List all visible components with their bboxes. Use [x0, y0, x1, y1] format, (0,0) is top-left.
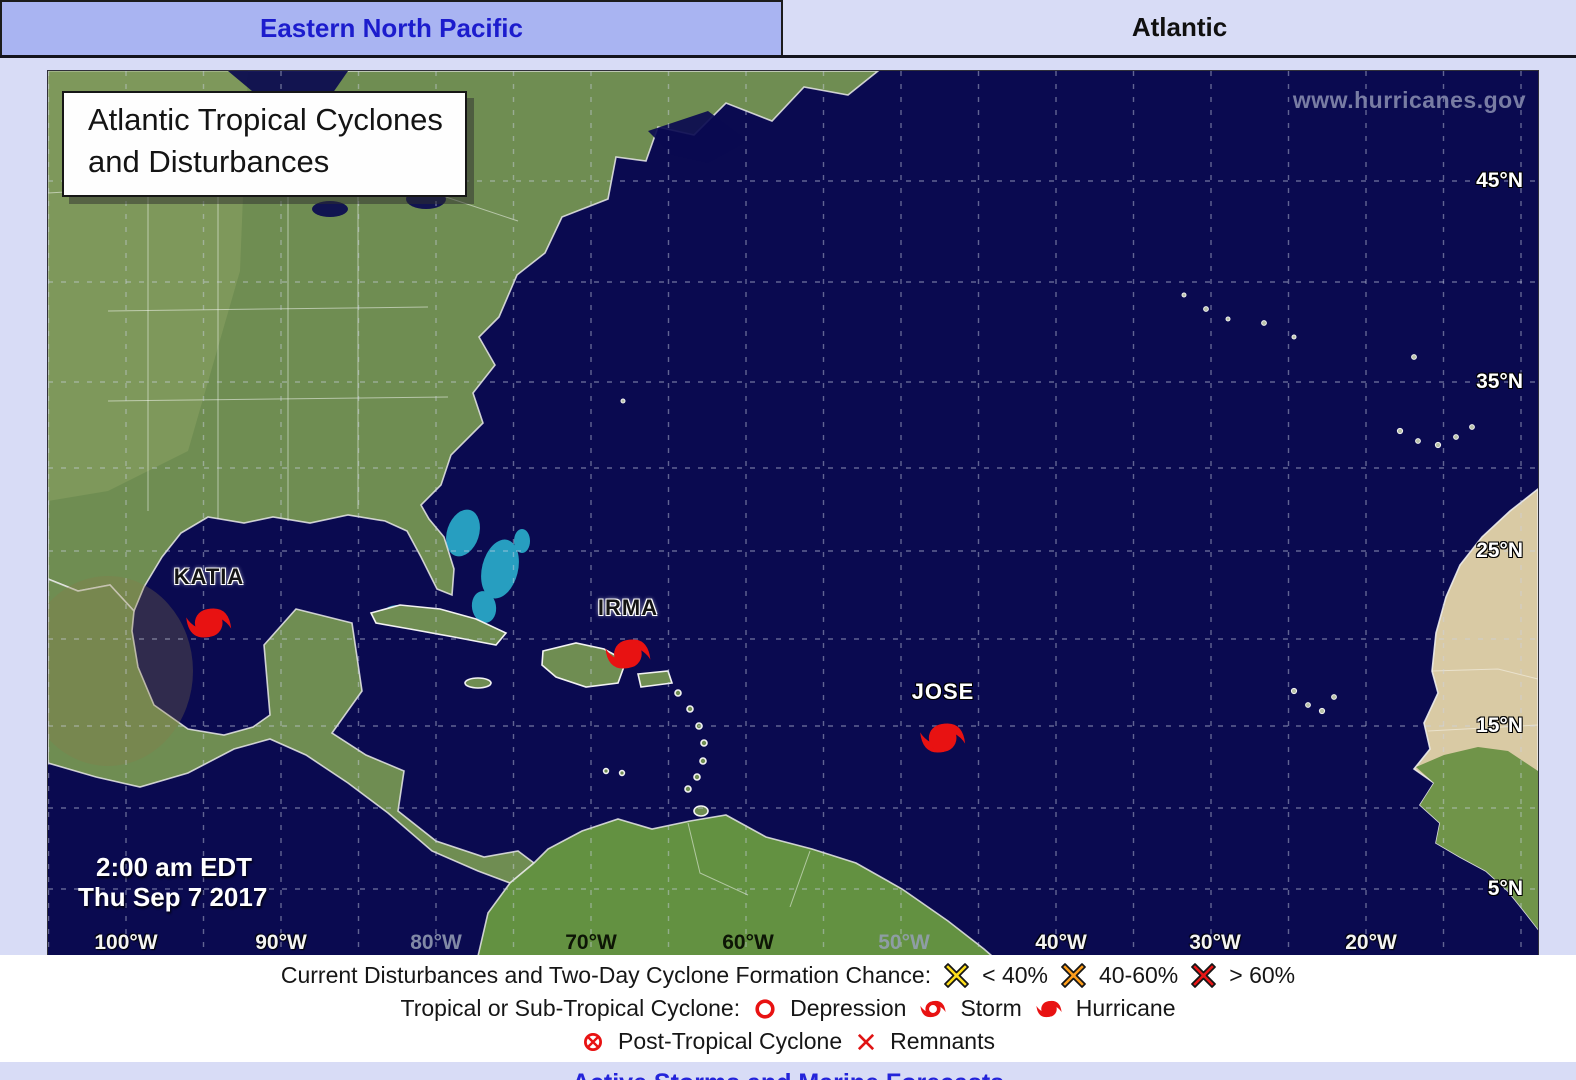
- map-title: Atlantic Tropical Cyclones and Disturban…: [62, 91, 467, 197]
- footer-bar: Active Storms and Marine Forecasts: [0, 1062, 1576, 1080]
- lon-label-20w: 20°W: [1345, 931, 1397, 954]
- basin-tabbar: Eastern North Pacific Atlantic: [0, 0, 1576, 58]
- depression-icon: [753, 997, 777, 1021]
- hurricane-label: Hurricane: [1075, 995, 1176, 1021]
- formation-med-label: 40-60%: [1098, 962, 1179, 988]
- hurricane-icon: [605, 639, 651, 669]
- timestamp-time: 2:00 am EDT: [96, 852, 253, 882]
- timestamp-date: Thu Sep 7 2017: [78, 882, 268, 912]
- hurricane-icon: [186, 608, 232, 638]
- storm-marker-jose[interactable]: JOSE: [912, 679, 975, 768]
- lat-label-15n: 15°N: [1476, 714, 1523, 737]
- tab-atlantic[interactable]: Atlantic: [1131, 12, 1228, 42]
- storm-marker-katia[interactable]: KATIA: [174, 564, 245, 653]
- storm-name-katia: KATIA: [173, 564, 245, 589]
- basemap-graphic: [48, 71, 1538, 956]
- tropical-outlook-map[interactable]: Atlantic Tropical Cyclones and Disturban…: [47, 70, 1539, 957]
- formation-high-label: > 60%: [1229, 962, 1296, 988]
- formation-title: Current Disturbances and Two-Day Cyclone…: [280, 962, 932, 988]
- map-legend: Current Disturbances and Two-Day Cyclone…: [0, 955, 1576, 1062]
- map-title-line2: and Disturbances: [88, 144, 330, 179]
- lon-label-90w: 90°W: [255, 931, 307, 954]
- remnants-label: Remnants: [890, 1028, 995, 1054]
- hurricane-icon: [920, 723, 966, 753]
- map-timestamp: 2:00 am EDT Thu Sep 7 2017: [78, 852, 267, 912]
- x-mark-yellow-icon: [944, 963, 969, 988]
- lon-label-100w: 100°W: [94, 931, 158, 954]
- lon-label-60w: 60°W: [722, 931, 774, 954]
- x-mark-orange-icon: [1061, 963, 1086, 988]
- lon-label-50w: 50°W: [878, 931, 930, 954]
- map-title-line1: Atlantic Tropical Cyclones: [88, 102, 443, 137]
- storm-icon: [919, 995, 947, 1023]
- legend-row-formation: Current Disturbances and Two-Day Cyclone…: [281, 959, 1295, 992]
- lat-label-45n: 45°N: [1476, 169, 1523, 192]
- lon-label-40w: 40°W: [1035, 931, 1087, 954]
- lat-label-5n: 5°N: [1487, 877, 1523, 900]
- legend-row-cyclone: Tropical or Sub-Tropical Cyclone: Depres…: [401, 992, 1176, 1025]
- storm-label: Storm: [960, 995, 1022, 1021]
- post-tropical-icon: [581, 1030, 605, 1054]
- legend-row-post: Post-Tropical Cyclone Remnants: [581, 1025, 995, 1058]
- lon-label-70w: 70°W: [565, 931, 617, 954]
- formation-low-label: < 40%: [982, 962, 1048, 988]
- cyclone-title: Tropical or Sub-Tropical Cyclone:: [400, 995, 741, 1021]
- storm-name-jose: JOSE: [911, 679, 975, 704]
- active-storms-link[interactable]: Active Storms and Marine Forecasts: [572, 1069, 1004, 1080]
- remnants-icon: [855, 1031, 877, 1053]
- lat-label-25n: 25°N: [1476, 539, 1523, 562]
- storm-marker-irma[interactable]: IRMA: [598, 595, 658, 684]
- lon-label-30w: 30°W: [1189, 931, 1241, 954]
- tab-eastern-north-pacific[interactable]: Eastern North Pacific: [0, 0, 783, 55]
- watermark-url: www.hurricanes.gov: [1292, 87, 1526, 113]
- storm-name-irma: IRMA: [597, 595, 659, 620]
- lon-label-80w: 80°W: [410, 931, 462, 954]
- lat-label-35n: 35°N: [1476, 370, 1523, 393]
- hurricane-icon: [1035, 995, 1063, 1023]
- x-mark-red-icon: [1191, 963, 1217, 988]
- depression-label: Depression: [790, 995, 907, 1021]
- post-tropical-label: Post-Tropical Cyclone: [618, 1028, 843, 1054]
